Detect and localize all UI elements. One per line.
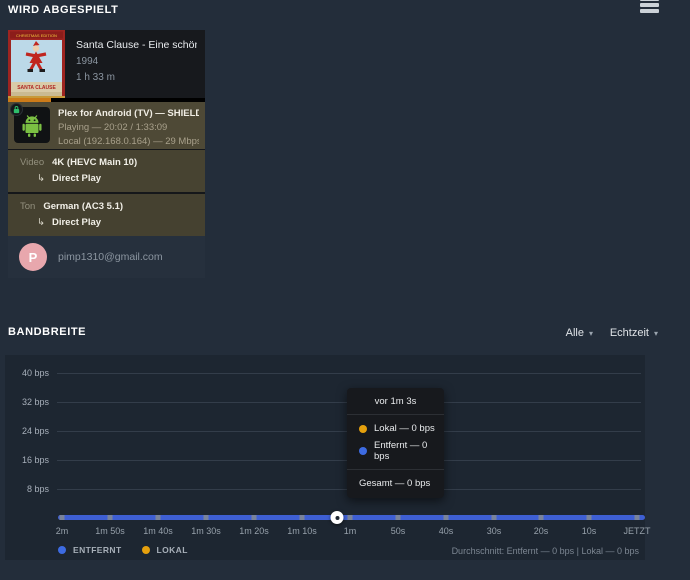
x-axis-tick: 30s [486, 526, 502, 536]
now-playing-section-title: WIRD ABGESPIELT [8, 4, 119, 16]
legend-item-entfernt[interactable]: ENTFERNT [58, 545, 122, 555]
player-status: Playing — 20:02 / 1:33:09 [58, 122, 168, 133]
slider-tick [395, 515, 401, 520]
video-decision: Direct Play [51, 173, 102, 184]
user-email: pimp1310@gmail.com [58, 251, 163, 263]
audio-stream-row: Ton German (AC3 5.1) ↳ Direct Play [8, 192, 205, 236]
slider-tick [107, 515, 113, 520]
poster-title-text: SANTA CLAUSE [17, 85, 56, 91]
x-axis-tick: 40s [438, 526, 454, 536]
video-stream-row: Video 4K (HEVC Main 10) ↳ Direct Play [8, 149, 205, 192]
player-name: Plex for Android (TV) — SHIELD Andr… [58, 108, 199, 119]
slider-tick [443, 515, 449, 520]
video-label: Video [20, 157, 45, 168]
player-info-row: Plex for Android (TV) — SHIELD Andr… Pla… [8, 102, 205, 149]
legend-label-lokal: LOKAL [156, 545, 188, 555]
bandwidth-chart: 40 bps 32 bps 24 bps 16 bps 8 bps vor 1m… [5, 355, 651, 560]
x-axis-tick: JETZT [623, 526, 651, 536]
tooltip-divider [347, 469, 444, 470]
media-title[interactable]: Santa Clause - Eine schön… [76, 39, 197, 51]
timeline-slider-handle[interactable] [330, 511, 344, 524]
avatar-initial: P [28, 249, 38, 265]
gridline [57, 373, 641, 374]
android-tv-icon [10, 103, 50, 143]
direct-play-arrow-icon: ↳ [37, 217, 45, 228]
x-axis-tick: 1m [343, 526, 357, 536]
playback-progress-fill [8, 98, 52, 102]
avatar: P [19, 243, 47, 271]
y-axis-tick: 40 bps [21, 368, 49, 378]
media-duration: 1 h 33 m [76, 72, 115, 83]
x-axis-tick: 1m 50s [95, 526, 125, 536]
scope-dropdown[interactable]: Alle ▾ [566, 327, 593, 339]
x-axis-tick: 1m 10s [287, 526, 317, 536]
mode-dropdown[interactable]: Echtzeit ▾ [610, 327, 658, 339]
chart-legend: ENTFERNT LOKAL [58, 545, 208, 555]
audio-value: German (AC3 5.1) [43, 201, 124, 212]
slider-tick [155, 515, 161, 520]
chevron-down-icon: ▾ [588, 329, 593, 338]
y-axis-tick: 24 bps [21, 426, 49, 436]
x-axis-tick: 1m 30s [191, 526, 221, 536]
lokal-series-dot-icon [359, 424, 367, 433]
x-axis-tick: 10s [581, 526, 597, 536]
y-axis-tick: 32 bps [21, 397, 49, 407]
scope-dropdown-value: Alle [565, 327, 584, 339]
x-axis-tick: 20s [533, 526, 549, 536]
average-summary: Durchschnitt: Entfernt — 0 bps | Lokal —… [451, 546, 639, 556]
player-network: Local (192.168.0.164) — 29 Mbps [58, 136, 199, 147]
mode-dropdown-value: Echtzeit [609, 327, 649, 339]
video-value: 4K (HEVC Main 10) [52, 157, 138, 168]
audio-decision: Direct Play [51, 217, 102, 228]
slider-tick [634, 515, 640, 520]
player-details: Plex for Android (TV) — SHIELD Andr… Pla… [58, 107, 199, 149]
menu-bar [640, 9, 659, 13]
tooltip-entfernt: Entfernt — 0 bps [374, 440, 428, 462]
media-info: Santa Clause - Eine schön… 1994 1 h 33 m [65, 30, 205, 98]
slider-tick [59, 515, 65, 520]
media-header: CHRISTMAS EDITION SANTA CLAUSE Santa C [8, 30, 205, 98]
legend-item-lokal[interactable]: LOKAL [141, 545, 188, 555]
legend-label-entfernt: ENTFERNT [73, 545, 122, 555]
slider-tick [251, 515, 257, 520]
entfernt-series-dot-icon [359, 447, 367, 455]
tooltip-gesamt: Gesamt — 0 bps [359, 478, 431, 489]
menu-bar [640, 0, 659, 1]
x-axis-tick: 50s [390, 526, 406, 536]
slider-tick [586, 515, 592, 520]
poster-edition-text: CHRISTMAS EDITION [16, 33, 57, 38]
chart-tooltip: vor 1m 3s Lokal — 0 bps Entfernt — 0 bps… [347, 388, 444, 498]
chevron-down-icon: ▾ [653, 329, 658, 338]
secure-connection-lock-icon [10, 103, 23, 116]
audio-label: Ton [20, 201, 36, 212]
now-playing-card: CHRISTMAS EDITION SANTA CLAUSE Santa C [8, 30, 205, 278]
lokal-legend-dot-icon [141, 546, 150, 554]
x-axis-tick: 1m 40s [143, 526, 173, 536]
direct-play-arrow-icon: ↳ [37, 173, 45, 184]
x-axis-tick: 1m 20s [239, 526, 269, 536]
movie-poster[interactable]: CHRISTMAS EDITION SANTA CLAUSE [8, 30, 65, 98]
slider-tick [538, 515, 544, 520]
entfernt-legend-dot-icon [58, 546, 66, 554]
menu-icon[interactable] [640, 0, 659, 15]
menu-bar [640, 3, 659, 7]
x-axis-tick: 2m [55, 526, 69, 536]
slider-tick [203, 515, 209, 520]
playback-progress-bar [8, 98, 205, 102]
slider-tick [491, 515, 497, 520]
user-row[interactable]: P pimp1310@gmail.com [8, 236, 205, 278]
slider-tick [347, 515, 353, 520]
y-axis-tick: 16 bps [21, 455, 49, 465]
bandwidth-section-title: BANDBREITE [8, 326, 87, 338]
slider-tick [299, 515, 305, 520]
tooltip-divider [347, 414, 444, 415]
tooltip-lokal: Lokal — 0 bps [374, 423, 435, 434]
media-year: 1994 [76, 56, 99, 67]
y-axis-tick: 8 bps [26, 484, 49, 494]
tooltip-time: vor 1m 3s [374, 396, 417, 407]
